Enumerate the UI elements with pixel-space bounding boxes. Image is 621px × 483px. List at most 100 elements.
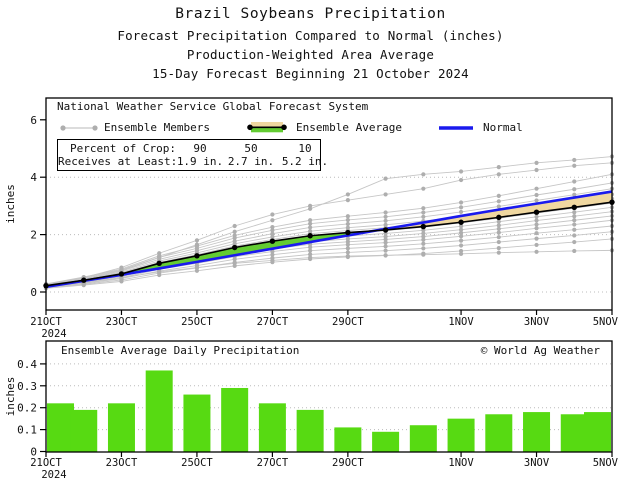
bar-chart-title: Ensemble Average Daily Precipitation — [61, 344, 300, 357]
crop-row1-label: Percent of Crop: — [70, 142, 176, 155]
ensemble-average-dot — [194, 253, 200, 259]
ensemble-member-dot — [345, 246, 350, 251]
crop-row2-val2: 2.7 in. — [227, 155, 275, 168]
ensemble-member-line — [45, 249, 613, 288]
ensemble-member-dot — [345, 192, 350, 197]
ensemble-member-dot — [534, 222, 539, 227]
figure-title: Brazil Soybeans Precipitation — [175, 6, 446, 22]
ensemble-member-dot — [534, 231, 539, 236]
ensemble-member-dot — [383, 214, 388, 219]
ensemble-member-line — [45, 188, 613, 286]
crop-row1-val1: 90 — [193, 142, 207, 155]
ensemble-member-dot — [270, 252, 275, 257]
ensemble-member-dot — [458, 177, 464, 183]
precip-bar — [560, 414, 588, 452]
svg-text:6: 6 — [30, 114, 37, 127]
ensemble-member-dot — [119, 265, 124, 270]
ensemble-member-dot — [421, 251, 426, 256]
ensemble-member-line — [45, 231, 613, 289]
figure-subtitle-3: 15-Day Forecast Beginning 21 October 202… — [152, 66, 469, 81]
ensemble-average-dot — [81, 277, 87, 283]
precip-bar — [183, 394, 211, 452]
svg-text:23OCT: 23OCT — [106, 316, 138, 328]
ensemble-average-dot — [118, 271, 125, 277]
ensemble-member-dot — [572, 222, 577, 227]
ensemble-member-dot — [345, 214, 350, 219]
ensemble-average-dot — [571, 204, 577, 211]
precip-bar — [334, 427, 362, 452]
ensemble-average-dot — [231, 244, 238, 251]
ensemble-member-dot — [383, 218, 388, 223]
ensemble-member-dot — [534, 249, 539, 254]
ensemble-average-legend-glyph — [247, 122, 287, 133]
svg-text:0.4: 0.4 — [17, 358, 37, 371]
ensemble-member-dot — [572, 157, 577, 163]
ensemble-member-dot — [383, 240, 388, 245]
ensemble-member-dot — [345, 221, 350, 227]
precip-bar — [584, 412, 611, 452]
ensemble-member-dot — [270, 218, 275, 223]
ensemble-member-dot — [496, 219, 501, 224]
ensemble-member-dot — [496, 239, 501, 245]
ensemble-member-dot — [421, 210, 426, 215]
crop-row2-val1: 1.9 in. — [176, 155, 224, 168]
ensemble-member-dot — [270, 260, 275, 265]
ensemble-member-dot — [157, 251, 162, 256]
ensemble-member-dot — [308, 252, 313, 257]
ensemble-member-line — [45, 162, 613, 286]
ensemble-member-dot — [572, 227, 577, 232]
legend-label-ensemble-members: Ensemble Members — [104, 121, 210, 134]
ensemble-member-dot — [534, 226, 539, 231]
crop-percent-table: Percent of Crop: 90 50 10 Receives at Le… — [57, 139, 328, 171]
ensemble-member-dot — [308, 203, 313, 208]
ensemble-member-dot — [383, 248, 388, 253]
precip-bar — [296, 409, 324, 452]
ensemble-member-dot — [345, 236, 350, 242]
legend-label-normal: Normal — [483, 121, 523, 134]
svg-text:2: 2 — [30, 229, 37, 242]
ensemble-member-dot — [572, 233, 577, 238]
ensemble-member-dot — [232, 223, 237, 229]
data-source-label: National Weather Service Global Forecast… — [57, 100, 369, 113]
precip-bar — [145, 370, 173, 452]
svg-text:21OCT: 21OCT — [30, 457, 62, 469]
ensemble-member-dot — [458, 200, 464, 205]
ensemble-member-line — [45, 225, 613, 288]
ensemble-member-dot — [232, 239, 237, 244]
svg-text:0: 0 — [30, 286, 37, 299]
ensemble-member-dot — [496, 199, 501, 204]
precip-bar — [70, 409, 98, 452]
ensemble-member-dot — [308, 206, 313, 211]
ensemble-member-dot — [496, 193, 501, 198]
svg-text:25OCT: 25OCT — [181, 316, 213, 328]
ensemble-member-dot — [345, 217, 350, 223]
ensemble-average-dot — [156, 260, 162, 266]
ensemble-member-dot — [458, 248, 464, 254]
ensemble-member-dot — [458, 243, 464, 248]
ensemble-member-dot — [270, 256, 275, 261]
ensemble-member-dot — [308, 256, 313, 262]
precip-bar — [409, 425, 437, 452]
ensemble-member-dot — [308, 221, 313, 226]
ensemble-member-dot — [345, 198, 350, 203]
svg-text:27OCT: 27OCT — [257, 316, 289, 328]
crop-row1-val3: 10 — [298, 142, 312, 155]
ensemble-member-dot — [421, 186, 426, 191]
ensemble-member-dot — [496, 204, 501, 209]
svg-text:0.2: 0.2 — [17, 402, 37, 415]
ensemble-member-dot — [534, 218, 539, 223]
ensemble-member-dot — [534, 198, 539, 203]
ensemble-member-dot — [458, 238, 464, 243]
ensemble-member-dot — [534, 214, 539, 219]
ensemble-member-dot — [572, 239, 577, 245]
ensemble-average-dot — [345, 229, 351, 236]
ensemble-member-dot — [383, 222, 388, 227]
ensemble-member-dot — [534, 242, 539, 248]
ensemble-average-dot — [382, 227, 389, 233]
ensemble-member-dot — [496, 230, 501, 235]
svg-text:0: 0 — [30, 446, 37, 459]
precip-bar — [47, 403, 74, 452]
legend-label-ensemble-average: Ensemble Average — [296, 121, 402, 134]
